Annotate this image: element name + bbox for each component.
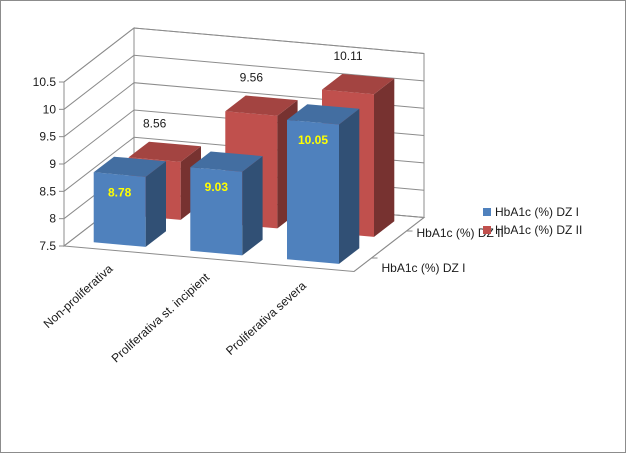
bar-front-face [93,172,146,247]
legend-label: HbA1c (%) DZ I [495,205,579,219]
legend-swatch [483,226,491,234]
bar-top-face [322,74,395,95]
data-label: 10.11 [333,49,362,63]
category-label: Proliferativa severa [223,278,309,357]
bar-front-1 [190,151,263,256]
data-label: 8.56 [143,117,167,131]
depth-axis-line [353,217,425,272]
bar-top-face [225,95,298,116]
gridline [63,27,425,83]
legend-label: HbA1c (%) DZ II [495,223,582,237]
depth-label: HbA1c (%) DZ I [382,261,466,275]
bar-top-face [190,151,263,172]
y-tick-label: 10 [43,102,57,116]
y-tick-label: 8 [49,212,56,226]
depth-axis: HbA1c (%) DZ I HbA1c (%) DZ II [353,217,504,275]
y-tick-label: 9 [49,157,56,171]
data-label: 8.78 [108,185,132,199]
bar-top-face [128,141,201,162]
bar-front-face [287,119,339,264]
depth-label: HbA1c (%) DZ II [417,226,504,240]
y-tick-label: 8.5 [39,184,56,198]
bar-side-face [339,108,360,264]
data-label: 9.56 [240,71,264,85]
bar-side-face [374,78,395,237]
legend: HbA1c (%) DZ I HbA1c (%) DZ II [483,205,582,237]
bar-side-face [242,156,263,256]
y-tick-label: 9.5 [39,130,56,144]
category-label: Non-proliferativa [41,261,116,331]
bars [93,74,395,264]
y-tick-label: 10.5 [33,75,57,89]
bar-front-face [190,167,243,256]
bar-top-face [287,104,360,125]
data-label: 9.03 [205,180,229,194]
bar-top-face [93,156,166,177]
bar-side-face [145,161,166,247]
data-labels: 8.56 9.56 10.11 8.78 9.03 10.05 [108,49,363,199]
data-label: 10.05 [298,133,328,147]
bar-front-2 [287,104,360,264]
y-axis: 7.5 8 8.5 9 9.5 10 10.5 [33,75,65,253]
y-tick-label: 7.5 [39,239,56,253]
category-label: Proliferativa st. incipient [109,270,213,366]
bar-front-0 [93,156,166,247]
legend-swatch [483,208,491,216]
gridline [63,54,425,110]
